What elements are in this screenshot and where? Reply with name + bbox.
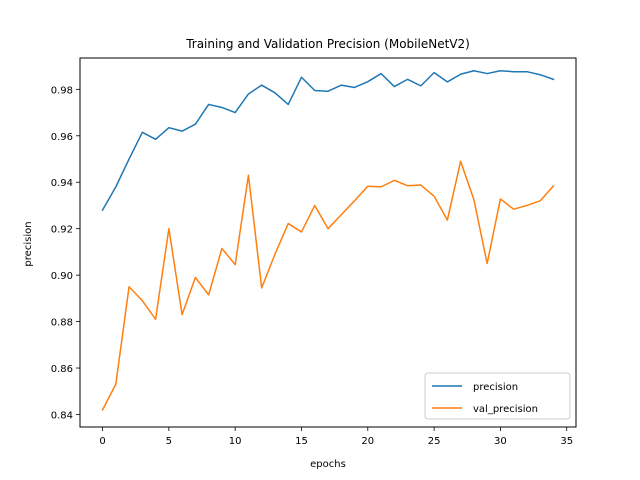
x-tick-label: 10 (229, 436, 242, 447)
series-line-val-precision (101, 160, 555, 411)
y-tick-label: 0.88 (51, 318, 73, 329)
plot-area-frame (79, 57, 577, 428)
y-tick-label: 0.94 (51, 178, 73, 189)
chart-title: Training and Validation Precision (Mobil… (185, 37, 470, 51)
x-axis-ticks: 0 5 10 15 20 25 30 35 (99, 427, 573, 447)
x-tick-label: 20 (361, 436, 374, 447)
legend: precision val_precision (424, 372, 571, 420)
y-tick-label: 0.92 (51, 225, 73, 236)
legend-label-precision: precision (473, 382, 518, 393)
x-tick-label: 0 (99, 436, 105, 447)
x-tick-label: 15 (295, 436, 308, 447)
x-tick-label: 5 (166, 436, 172, 447)
series-layer (101, 70, 555, 411)
y-axis-ticks: 0.84 0.86 0.88 0.90 0.92 0.94 0.96 0.98 (51, 85, 80, 421)
y-tick-label: 0.84 (51, 410, 73, 421)
y-tick-label: 0.96 (51, 132, 73, 143)
y-axis-label: precision (23, 221, 34, 266)
x-axis-label: epochs (310, 459, 346, 470)
x-tick-label: 35 (560, 436, 573, 447)
series-line-precision (101, 70, 555, 212)
x-tick-label: 25 (428, 436, 441, 447)
y-tick-label: 0.90 (51, 271, 73, 282)
y-tick-label: 0.86 (51, 364, 73, 375)
legend-label-val-precision: val_precision (473, 404, 538, 415)
y-tick-label: 0.98 (51, 85, 73, 96)
x-tick-label: 30 (494, 436, 507, 447)
